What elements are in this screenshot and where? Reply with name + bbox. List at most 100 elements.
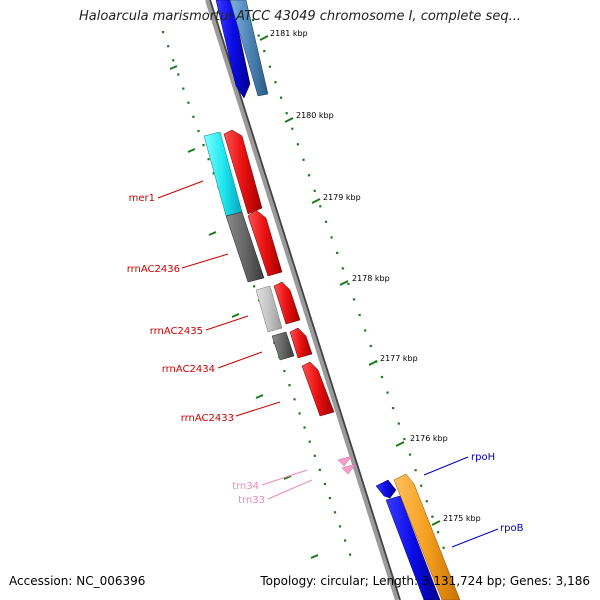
tick-2180: [284, 117, 294, 123]
inner-tick: [255, 394, 264, 399]
ruler-dot: [197, 129, 200, 133]
ruler-dot: [403, 438, 406, 441]
ruler-dot: [369, 344, 372, 348]
ruler-dot: [296, 143, 299, 146]
gene-label-rrnAC2434[interactable]: rrnAC2434: [162, 364, 215, 375]
tick-2178: [339, 280, 349, 286]
ruler-dot: [274, 81, 277, 84]
blue-cds-bottom[interactable]: [385, 495, 441, 600]
tick-2181: [259, 35, 269, 41]
rrnAC2436-feature[interactable]: [225, 211, 265, 283]
ruler-dot: [420, 484, 423, 487]
inner-tick: [187, 148, 196, 153]
ruler-label: 2180 kbp: [296, 111, 334, 120]
map-title: Haloarcula marismortui ATCC 43049 chromo…: [79, 9, 521, 24]
ruler-dot: [380, 375, 384, 379]
ruler-label: 2176 kbp: [410, 434, 448, 443]
trn34-feature[interactable]: [337, 455, 353, 467]
ruler-major-ticks: [169, 35, 441, 559]
gene-label-mer1[interactable]: mer1: [129, 193, 155, 204]
red-cds[interactable]: [223, 129, 263, 215]
ruler-dot: [358, 313, 361, 317]
leader-rrnAC2435: [205, 315, 249, 331]
gene-label-rpoB[interactable]: rpoB: [500, 523, 524, 534]
inner-ruler-dots: [162, 31, 352, 556]
ruler-dot: [330, 236, 333, 239]
tick-2176: [395, 441, 405, 447]
ruler-dot: [285, 112, 288, 115]
ruler-dot: [392, 407, 395, 410]
ruler-dot: [341, 267, 344, 270]
rpoH-cds[interactable]: [375, 479, 397, 499]
ruler-dot: [308, 174, 311, 177]
ruler-dot: [212, 172, 215, 175]
leader-trn34: [261, 469, 308, 486]
ruler-label: 2179 kbp: [323, 193, 361, 202]
backbone: [205, 0, 399, 600]
red-cds[interactable]: [289, 327, 313, 359]
ruler-dot: [318, 468, 321, 471]
ruler-dot: [298, 412, 301, 415]
ruler-dot: [167, 45, 170, 48]
ruler-dot: [288, 384, 291, 387]
leader-mer1: [157, 180, 204, 199]
ruler-dot: [177, 73, 180, 76]
ruler-dot: [408, 453, 412, 456]
blue-cds-top[interactable]: [215, 0, 251, 99]
top-blue-features[interactable]: [215, 0, 269, 99]
steel-cds-top[interactable]: [229, 0, 269, 97]
ruler-dot: [202, 144, 205, 147]
gene-label-rrnAC2435[interactable]: rrnAC2435: [150, 326, 203, 337]
red-cds[interactable]: [301, 361, 335, 417]
leader-lines: [157, 180, 499, 548]
gene-label-trn34[interactable]: trn34: [232, 481, 259, 492]
gene-label-rrnAC2436[interactable]: rrnAC2436: [127, 264, 180, 275]
gene-label-rrnAC2433[interactable]: rrnAC2433: [181, 413, 234, 424]
ruler-dot: [414, 469, 417, 472]
ruler-dot: [263, 50, 266, 53]
inner-tick: [310, 554, 319, 559]
rrnAC2435-feature[interactable]: [255, 285, 283, 333]
red-cds[interactable]: [247, 209, 283, 277]
ruler-dot: [253, 285, 256, 288]
ruler-dot: [319, 205, 322, 208]
red-cds-group[interactable]: [223, 129, 335, 417]
leader-rrnAC2436: [181, 253, 229, 269]
ruler-labels: 2181 kbp 2180 kbp 2179 kbp 2178 kbp 2177…: [270, 29, 481, 523]
red-cds[interactable]: [273, 281, 301, 325]
tick-2179: [311, 198, 321, 204]
ruler-label: 2181 kbp: [270, 29, 308, 38]
ruler-dot: [192, 115, 195, 118]
ruler-dot: [397, 422, 400, 425]
ruler-dot: [352, 298, 356, 301]
leader-trn33: [267, 479, 313, 500]
ruler-dot: [313, 454, 316, 457]
ruler-dot: [336, 251, 339, 254]
backbone-shadow: [209, 0, 401, 600]
inner-tick: [231, 313, 240, 318]
tick-2177: [368, 360, 378, 366]
tick-2175: [431, 520, 441, 526]
ruler-dot: [207, 158, 210, 161]
gene-label-trn33[interactable]: trn33: [238, 495, 265, 506]
ruler-dot: [425, 500, 428, 503]
gene-labels: mer1 rrnAC2436 rrnAC2435 rrnAC2434 rrnAC…: [127, 193, 524, 534]
ruler-dot: [386, 391, 389, 394]
ruler-label: 2178 kbp: [352, 274, 390, 283]
inner-tick: [208, 231, 217, 236]
ruler-dot: [436, 531, 440, 534]
inner-tick: [283, 475, 292, 480]
rrnAC2434-feature[interactable]: [271, 331, 295, 361]
rpoB-cds[interactable]: [393, 473, 461, 600]
ruler-dot: [431, 515, 434, 518]
trn33-feature[interactable]: [341, 463, 357, 475]
ruler-dot: [323, 482, 326, 486]
ruler-dot: [349, 553, 352, 556]
ruler-label: 2177 kbp: [380, 354, 418, 363]
ruler-dot: [291, 127, 294, 130]
ruler-dot: [313, 189, 316, 192]
ruler-dot: [364, 329, 367, 332]
gene-label-rpoH[interactable]: rpoH: [471, 452, 495, 463]
ruler-dot: [268, 65, 271, 68]
